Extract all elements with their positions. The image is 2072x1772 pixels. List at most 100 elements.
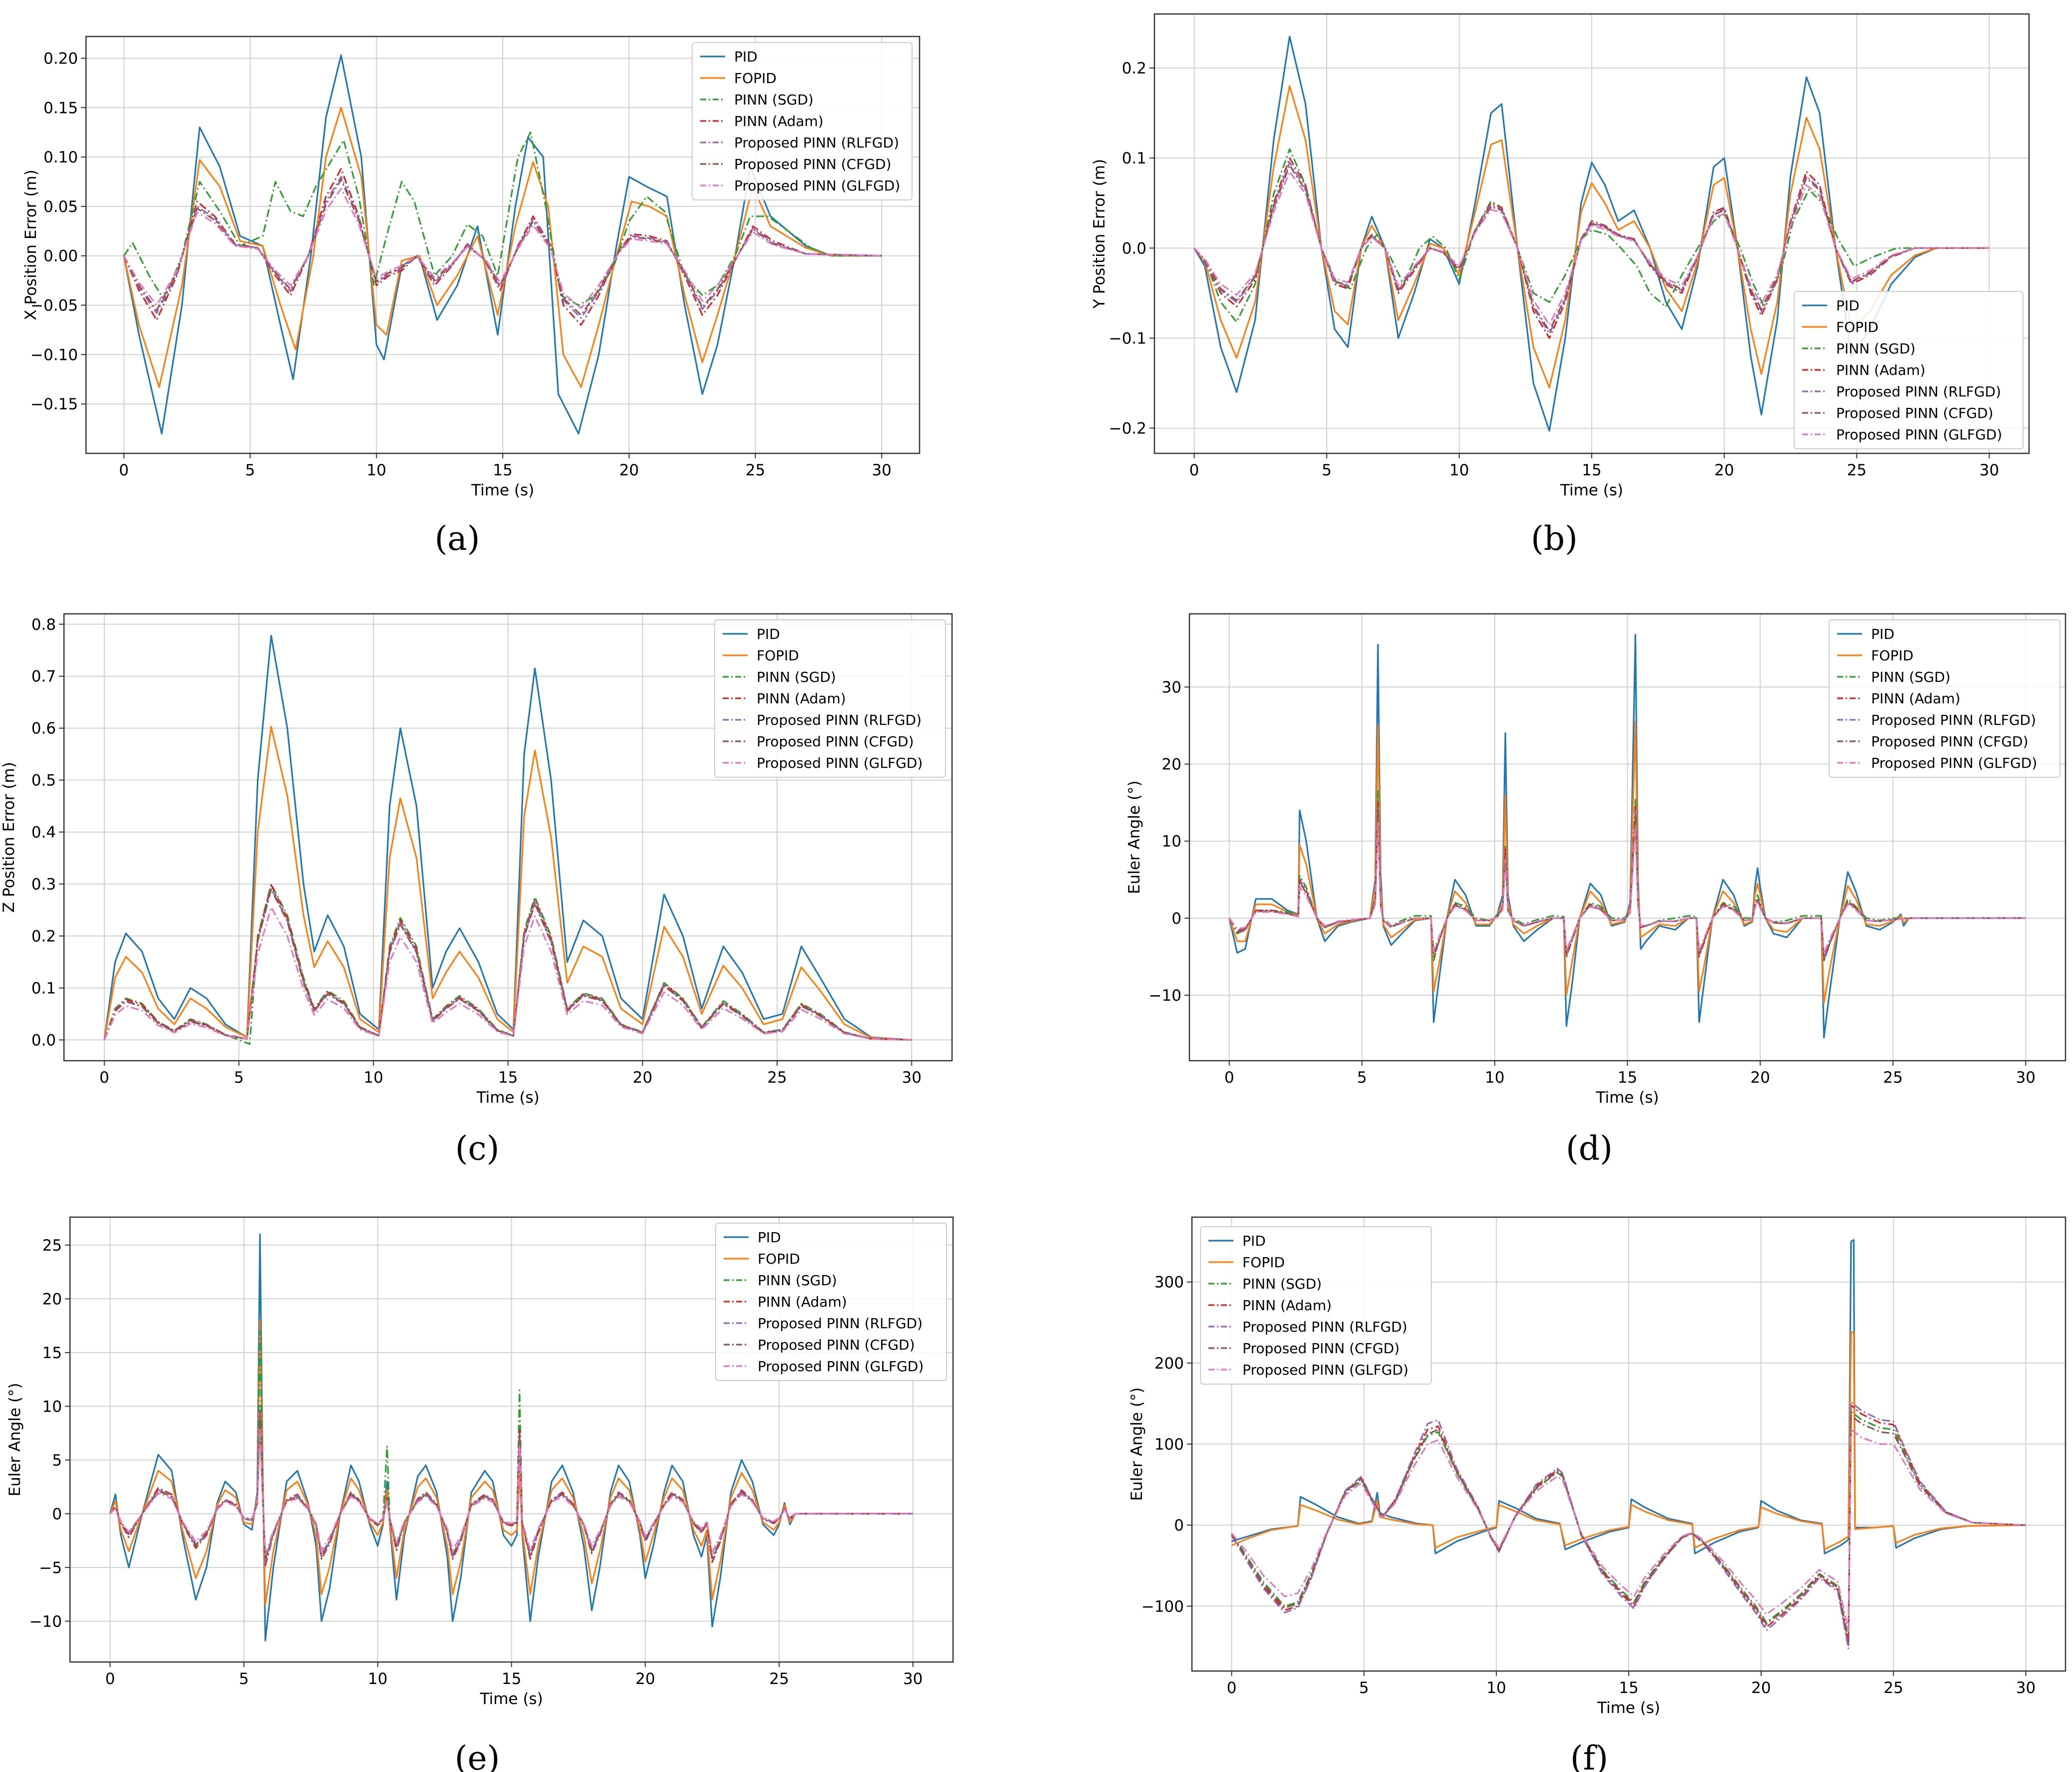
legend: PID FOPID PINN (SGD) PINN (Adam) Proposed PI… — [1200, 1226, 1432, 1385]
legend-label: PINN (Adam) — [1242, 1297, 1332, 1314]
y-tick-label: 0.4 — [31, 824, 56, 842]
x-tick-label: 10 — [368, 1670, 387, 1688]
legend-label: PINN (SGD) — [1242, 1276, 1322, 1292]
legend-label: Proposed PINN (GLFGD) — [1242, 1362, 1408, 1378]
legend-box — [1794, 291, 2024, 449]
y-tick-label: 0 — [1171, 910, 1181, 928]
x-tick-label: 25 — [1884, 1679, 1903, 1697]
legend-label: Proposed PINN (GLFGD) — [757, 755, 923, 771]
legend-label: Proposed PINN (GLFGD) — [734, 177, 900, 194]
y-tick-label: −5 — [39, 1559, 62, 1577]
x-tick-label: 20 — [1751, 1679, 1771, 1697]
x-axis-label: Time (s) — [1560, 481, 1623, 499]
y-tick-label: −0.2 — [1109, 420, 1146, 438]
x-tick-label: 15 — [1619, 1679, 1638, 1697]
y-axis-label: Euler Angle (°) — [6, 1383, 24, 1496]
y-tick-label: 0.2 — [31, 928, 56, 946]
y-tick-label: 0.5 — [31, 772, 56, 790]
x-tick-label: 20 — [619, 461, 639, 479]
y-tick-label: −0.15 — [30, 395, 78, 413]
y-tick-label: −10 — [29, 1613, 62, 1631]
legend-label: PINN (SGD) — [1871, 669, 1951, 685]
panel-label: (c) — [455, 1129, 499, 1168]
series-group — [103, 635, 912, 1045]
legend-label: FOPID — [1242, 1254, 1285, 1271]
x-axis-label: Time (s) — [471, 481, 534, 499]
x-axis-label: Time (s) — [479, 1690, 543, 1708]
x-tick-label: 5 — [234, 1069, 244, 1087]
panel-label: (d) — [1566, 1129, 1613, 1168]
y-tick-label: 0.20 — [43, 49, 78, 67]
series-group — [1193, 35, 1990, 432]
x-axis-label: Time (s) — [1597, 1699, 1660, 1717]
series-line-pid — [103, 635, 912, 1041]
y-tick-label: 20 — [1162, 756, 1181, 774]
legend-label: FOPID — [757, 647, 799, 664]
x-tick-label: 15 — [498, 1069, 518, 1087]
x-tick-label: 25 — [746, 461, 765, 479]
x-tick-label: 5 — [1359, 1679, 1369, 1697]
legend-label: FOPID — [734, 70, 777, 86]
y-tick-label: 0 — [1174, 1517, 1184, 1535]
legend-label: PID — [1871, 626, 1895, 642]
x-tick-label: 0 — [105, 1670, 115, 1688]
x-tick-label: 5 — [1357, 1069, 1367, 1087]
legend-label: FOPID — [1871, 647, 1914, 664]
series-line-fopid — [109, 1319, 913, 1606]
series-line-proposed-pinn-glfgd — [1231, 1429, 2026, 1632]
series-line-fopid — [1231, 1331, 2026, 1551]
y-tick-label: 0.10 — [43, 148, 78, 166]
x-tick-label: 20 — [1750, 1069, 1770, 1087]
legend-label: PINN (Adam) — [758, 1294, 847, 1310]
chart-panel-2: 0 5 10 15 20 25 30 −0.2 −0.1 0.0 0.1 0.2 Time (s) Y P… — [1090, 13, 2030, 558]
chart-panel-1: 0 5 10 15 20 25 30 −0.15 −0.10 −0.05 0.00 0.05 0.10 0… — [22, 35, 921, 558]
legend-label: PINN (Adam) — [1836, 362, 1926, 378]
x-tick-label: 30 — [902, 1069, 922, 1087]
x-axis-label: Time (s) — [476, 1089, 539, 1107]
series-line-proposed-pinn-cfgd — [103, 888, 912, 1041]
series-line-proposed-pinn-glfgd — [109, 1427, 913, 1556]
legend-label: Proposed PINN (CFGD) — [1871, 733, 2029, 750]
y-tick-label: 5 — [52, 1452, 62, 1470]
x-tick-label: 30 — [1980, 461, 1999, 479]
y-tick-label: 0.0 — [31, 1031, 56, 1049]
series-line-pinn-sgd — [123, 131, 882, 306]
series-line-proposed-pinn-glfgd — [1228, 821, 2026, 955]
legend-label: Proposed PINN (CFGD) — [1836, 405, 1994, 421]
x-tick-label: 0 — [99, 1069, 109, 1087]
y-tick-label: −100 — [1141, 1598, 1184, 1616]
legend-label: PINN (Adam) — [757, 690, 846, 707]
x-tick-label: 0 — [1224, 1069, 1234, 1087]
y-tick-label: 100 — [1154, 1436, 1184, 1454]
legend-label: PINN (SGD) — [757, 669, 836, 685]
legend-box — [715, 1223, 947, 1381]
chart-panel-3: 0 5 10 15 20 25 30 0.0 0.1 0.2 0.3 0.4 0.5 0.6 0.7 0.8 T… — [0, 613, 953, 1168]
legend-label: Proposed PINN (RLFGD) — [1871, 712, 2036, 728]
y-tick-label: 30 — [1162, 678, 1181, 696]
y-tick-label: −0.05 — [30, 297, 78, 315]
y-tick-label: 0.0 — [1122, 239, 1146, 257]
x-tick-label: 15 — [1618, 1069, 1637, 1087]
y-tick-label: 0.6 — [31, 720, 56, 738]
legend-label: PID — [1242, 1233, 1266, 1249]
x-tick-label: 30 — [872, 461, 891, 479]
y-tick-label: 15 — [42, 1344, 62, 1362]
x-tick-label: 5 — [239, 1670, 249, 1688]
x-tick-label: 15 — [502, 1670, 521, 1688]
y-tick-label: 0 — [52, 1505, 62, 1523]
x-tick-label: 20 — [633, 1069, 652, 1087]
y-axis-label: Euler Angle (°) — [1125, 780, 1143, 894]
legend-label: PID — [758, 1229, 781, 1246]
series-line-proposed-pinn-rlfgd — [123, 176, 882, 319]
x-tick-label: 10 — [367, 461, 386, 479]
x-tick-label: 30 — [2016, 1069, 2036, 1087]
legend-label: Proposed PINN (CFGD) — [1242, 1340, 1400, 1357]
legend-label: Proposed PINN (CFGD) — [757, 733, 914, 750]
legend-label: Proposed PINN (RLFGD) — [757, 712, 922, 728]
y-tick-label: −0.10 — [30, 346, 78, 364]
y-tick-label: 0.05 — [43, 198, 78, 216]
legend-box — [714, 619, 946, 778]
legend-label: PID — [734, 48, 758, 65]
x-tick-label: 15 — [493, 461, 512, 479]
x-tick-label: 25 — [767, 1069, 787, 1087]
